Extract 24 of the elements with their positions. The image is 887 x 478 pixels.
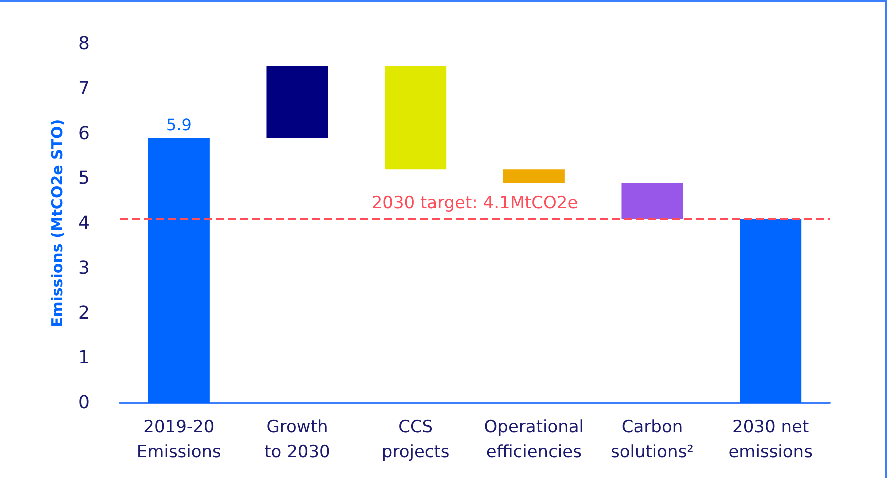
- y-tick-label: 7: [78, 78, 90, 100]
- bar: [148, 138, 210, 403]
- bar: [622, 183, 684, 220]
- y-tick-label: 1: [78, 348, 90, 369]
- data-label: 5.9: [166, 116, 192, 135]
- x-tick-label: Carbon solutions²: [611, 418, 694, 462]
- ref-line-label: 2030 target: 4.1MtCO2e: [372, 194, 578, 214]
- bar: [385, 66, 447, 170]
- y-tick-label: 0: [78, 392, 90, 414]
- bar: [740, 219, 802, 403]
- x-tick-label: 2030 net emissions: [728, 418, 814, 462]
- x-tick-label: CCS projects: [382, 418, 450, 462]
- x-tick-label: Operational efficiencies: [484, 418, 584, 462]
- y-tick-label: 8: [78, 34, 90, 54]
- y-tick-label: 3: [78, 258, 90, 279]
- bar: [266, 66, 328, 138]
- y-axis-title: Emissions (MtCO2e STO): [48, 119, 66, 328]
- x-tick-label: Growth to 2030: [264, 418, 330, 462]
- y-tick-label: 2: [78, 302, 90, 324]
- bar: [503, 170, 565, 184]
- y-tick-label: 5: [78, 168, 90, 190]
- y-tick-label: 6: [78, 123, 90, 144]
- y-tick-label: 4: [78, 213, 90, 234]
- x-tick-label: 2019-20 Emissions: [136, 418, 222, 462]
